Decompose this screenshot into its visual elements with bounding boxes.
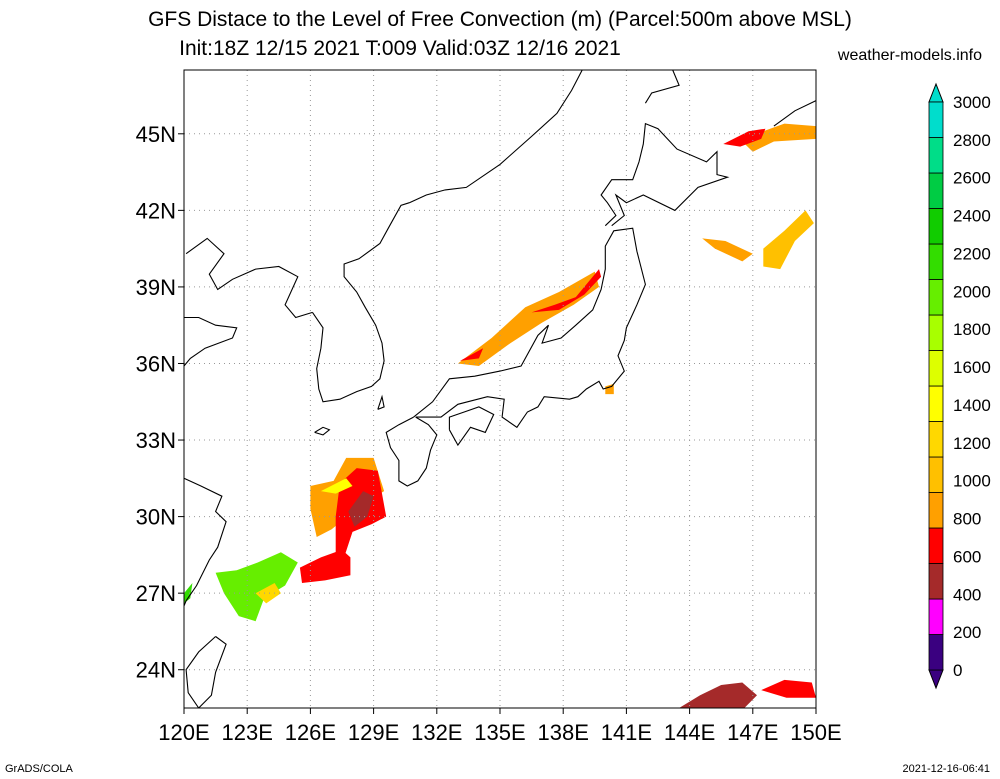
lon-tick-label: 141E — [601, 720, 652, 745]
shade-miyako-green — [215, 552, 298, 622]
colorbar-segment — [928, 456, 944, 493]
coast-russia-coast — [409, 70, 583, 204]
colorbar-label: 2400 — [953, 207, 991, 226]
coast-kyushu — [385, 416, 438, 487]
colorbar-min-arrow — [928, 669, 944, 690]
colorbar-segment — [928, 563, 944, 600]
lat-tick-label: 42N — [136, 198, 176, 223]
shaded-field — [184, 123, 816, 708]
colorbar-label: 1000 — [953, 472, 991, 491]
colorbar-label: 1200 — [953, 434, 991, 453]
colorbar-max-arrow — [928, 82, 944, 103]
colorbar-segment — [928, 279, 944, 316]
coast-sakhalin — [644, 70, 680, 104]
shade-sakhalin-patch — [742, 123, 816, 152]
shade-southeast-red — [761, 679, 816, 698]
lon-tick-label: 147E — [727, 720, 778, 745]
footer-source: GrADS/COLA — [5, 763, 73, 775]
colorbar-segment — [928, 385, 944, 422]
colorbar-label: 2800 — [953, 131, 991, 150]
coast-china-coast-north — [185, 237, 313, 319]
shade-taiwan-edge-green — [184, 583, 193, 604]
colorbar-segment — [928, 101, 944, 138]
colorbar-label: 2200 — [953, 245, 991, 264]
coast-china-coast-south — [184, 477, 227, 607]
colorbar-segment — [928, 314, 944, 351]
colorbar-label: 1600 — [953, 358, 991, 377]
lat-tick-label: 45N — [136, 122, 176, 147]
coast-honshu-north — [413, 227, 646, 429]
shade-okinawa-red — [299, 549, 351, 583]
colorbar-segment — [928, 598, 944, 635]
colorbar-label: 800 — [953, 510, 981, 529]
coast-tsushima — [377, 394, 385, 410]
longitude-axis: 120E 123E 126E 129E 132E 135E 138E 141E 144E 147E… — [158, 708, 842, 745]
colorbar: 0 200 400 600 800 1000 1200 1400 1600 1800 2000 220… — [928, 82, 991, 690]
lat-tick-label: 39N — [136, 275, 176, 300]
colorbar-segment — [928, 208, 944, 245]
shade-ryukyu-yellow — [320, 478, 353, 494]
coast-shandong — [184, 316, 238, 367]
title-line-1: GFS Distace to the Level of Free Convect… — [148, 8, 852, 31]
colorbar-label: 0 — [953, 661, 962, 680]
colorbar-label: 3000 — [953, 93, 991, 112]
lon-tick-label: 123E — [222, 720, 273, 745]
latitude-axis: 24N 27N 30N 33N 36N 39N 42N 45N — [136, 122, 184, 683]
lat-lon-grid — [184, 70, 816, 708]
lat-tick-label: 30N — [136, 505, 176, 530]
colorbar-segment — [928, 172, 944, 209]
lon-tick-label: 120E — [158, 720, 209, 745]
coast-taiwan — [185, 636, 227, 708]
footer-timestamp: 2021-12-16-06:41 — [902, 763, 990, 775]
shade-kuril-east — [763, 210, 814, 270]
lon-tick-label: 132E — [411, 720, 462, 745]
colorbar-segment — [928, 634, 944, 671]
lon-tick-label: 144E — [664, 720, 715, 745]
title-line-2: Init:18Z 12/15 2021 T:009 Valid:03Z 12/1… — [179, 37, 621, 60]
colorbar-label: 2600 — [953, 169, 991, 188]
colorbar-segment — [928, 350, 944, 387]
shade-southeast-brown — [679, 682, 757, 708]
coast-hokkaido — [600, 122, 730, 227]
shade-sea-of-japan-band-red — [460, 348, 484, 361]
colorbar-label: 600 — [953, 547, 981, 566]
lat-tick-label: 33N — [136, 428, 176, 453]
shade-kuril-mid — [702, 238, 753, 262]
lat-tick-label: 24N — [136, 658, 176, 683]
colorbar-segment — [928, 527, 944, 564]
lon-tick-label: 135E — [474, 720, 525, 745]
shade-ryukyu-brown — [348, 491, 374, 527]
colorbar-label: 1800 — [953, 320, 991, 339]
lon-tick-label: 126E — [285, 720, 336, 745]
colorbar-segment — [928, 243, 944, 280]
colorbar-segment — [928, 137, 944, 174]
coast-sakhalin-east — [773, 100, 816, 127]
lon-tick-label: 150E — [790, 720, 841, 745]
shade-sea-of-japan-band-red2 — [531, 269, 602, 313]
credit-label: weather-models.info — [837, 47, 982, 64]
coastlines — [184, 70, 816, 708]
colorbar-label: 200 — [953, 623, 981, 642]
colorbar-label: 400 — [953, 585, 981, 604]
lat-tick-label: 36N — [136, 351, 176, 376]
colorbar-segment — [928, 421, 944, 458]
colorbar-label: 2000 — [953, 282, 991, 301]
shade-sakhalin-patch-red — [723, 128, 766, 147]
lon-tick-label: 138E — [538, 720, 589, 745]
colorbar-segment — [928, 492, 944, 529]
lat-tick-label: 27N — [136, 581, 176, 606]
coast-korea-coast — [312, 202, 410, 403]
coast-jeju — [314, 426, 331, 436]
shade-sea-of-japan-band — [457, 271, 599, 366]
coast-shikoku — [448, 406, 495, 447]
shade-miyako-yellow — [255, 583, 281, 604]
lon-tick-label: 129E — [348, 720, 399, 745]
colorbar-label: 1400 — [953, 396, 991, 415]
